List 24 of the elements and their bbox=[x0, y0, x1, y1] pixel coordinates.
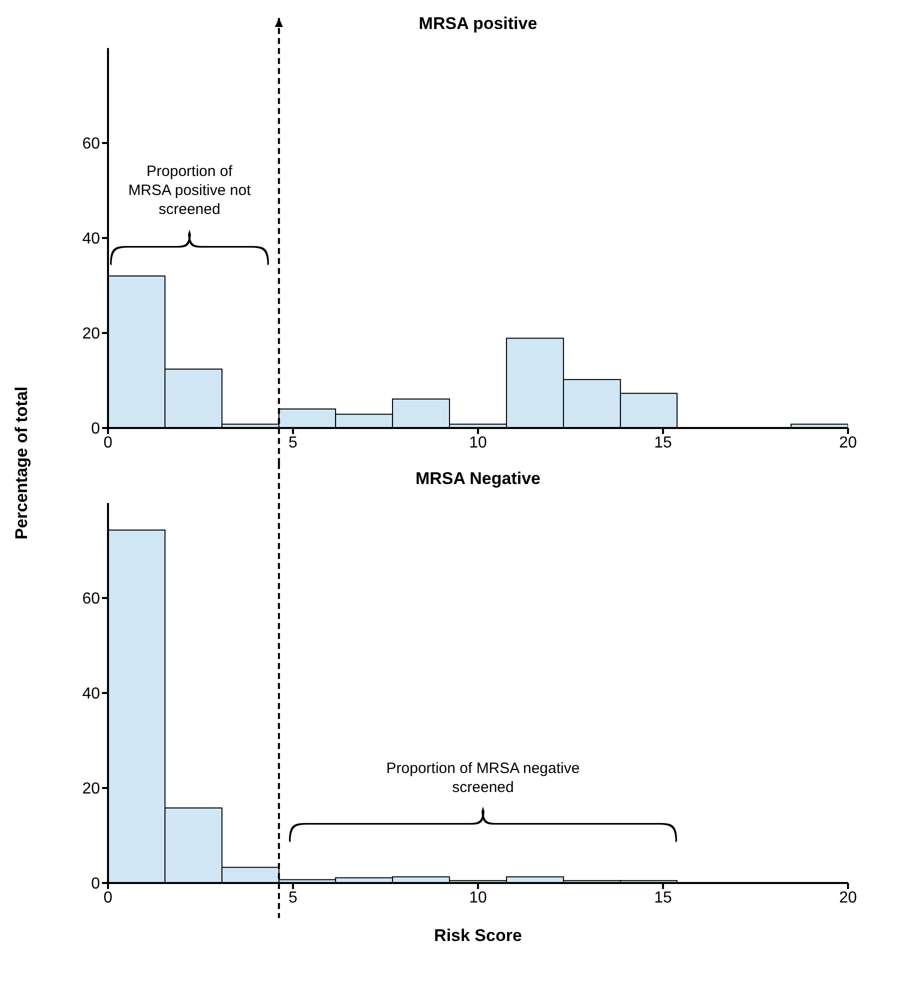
annotation: Proportion of MRSA positive not screened bbox=[127, 162, 252, 219]
y-tick-label: 0 bbox=[91, 876, 100, 893]
x-tick-label: 5 bbox=[288, 434, 298, 452]
y-tick-label: 40 bbox=[82, 230, 100, 248]
chart-title: MRSA positive bbox=[418, 14, 538, 34]
y-tick-label: 0 bbox=[91, 420, 100, 438]
annotation: Proportion of MRSA negative screened bbox=[385, 759, 581, 797]
y-tick-label: 20 bbox=[82, 780, 100, 798]
x-tick-label: 0 bbox=[104, 434, 113, 452]
x-axis-title: Risk Score bbox=[433, 926, 523, 946]
y-tick-label: 20 bbox=[82, 326, 100, 343]
x-tick-label: 5 bbox=[288, 889, 298, 906]
x-tick-label: 20 bbox=[839, 889, 857, 906]
x-tick-label: 15 bbox=[654, 434, 672, 452]
y-axis-title: Percentage of total bbox=[12, 386, 32, 540]
x-tick-label: 15 bbox=[654, 889, 672, 906]
y-tick-label: 40 bbox=[82, 686, 100, 703]
x-tick-label: 10 bbox=[469, 889, 487, 906]
y-tick-label: 60 bbox=[82, 136, 100, 153]
chart-title: MRSA Negative bbox=[414, 469, 542, 489]
y-tick-label: 60 bbox=[82, 590, 100, 608]
x-tick-label: 0 bbox=[104, 889, 113, 906]
x-tick-label: 20 bbox=[839, 434, 857, 452]
x-tick-label: 10 bbox=[469, 434, 487, 452]
